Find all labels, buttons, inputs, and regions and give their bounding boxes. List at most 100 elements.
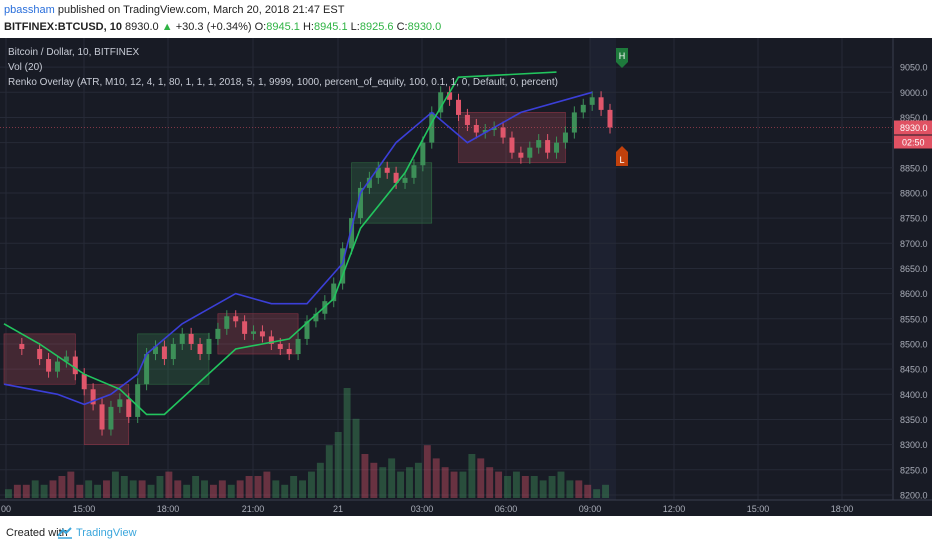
y-tick-label: 8400.0 xyxy=(900,390,928,400)
chart-pane[interactable]: 9050.09000.08950.08900.08850.08800.08750… xyxy=(0,38,932,516)
symbol-label: BITFINEX:BTCUSD, 10 xyxy=(4,21,122,33)
tradingview-brand[interactable]: TradingView xyxy=(76,527,137,539)
created-with-label: Created with xyxy=(6,527,68,539)
last-price-label: 8930.0 xyxy=(900,123,928,133)
volume-bar xyxy=(227,484,235,498)
volume-bar xyxy=(245,476,253,498)
tradingview-logo-icon xyxy=(57,527,72,539)
candle-body xyxy=(357,187,363,219)
y-tick-label: 8600.0 xyxy=(900,289,928,299)
candle-body xyxy=(224,316,230,329)
y-tick-label: 8550.0 xyxy=(900,314,928,324)
candle-body xyxy=(206,338,212,355)
low-marker-arrow xyxy=(616,146,628,152)
volume-bar xyxy=(31,480,39,498)
volume-bar xyxy=(138,480,146,498)
low-label: L: xyxy=(350,21,360,33)
candle-body xyxy=(607,109,613,128)
y-tick-label: 9000.0 xyxy=(900,88,928,98)
renko-blue-line xyxy=(3,91,593,406)
volume-bar xyxy=(379,467,387,498)
candle-body xyxy=(19,343,25,349)
volume-bar xyxy=(111,471,119,498)
close-label: C: xyxy=(396,21,408,33)
volume-bar xyxy=(183,484,191,498)
y-tick-label: 8450.0 xyxy=(900,365,928,375)
price-axis xyxy=(893,38,932,516)
candle-body xyxy=(259,331,265,337)
high-value: 8945.1 xyxy=(313,21,348,33)
candle-body xyxy=(464,114,470,125)
candle-body xyxy=(108,406,114,430)
series-legend[interactable]: Bitcoin / Dollar, 10, BITFINEX xyxy=(8,47,140,58)
candle-body xyxy=(536,140,542,148)
volume-bar xyxy=(272,480,280,498)
price-chart[interactable]: 9050.09000.08950.08900.08850.08800.08750… xyxy=(0,38,932,516)
candle-body xyxy=(304,321,310,339)
candle-body xyxy=(384,167,390,173)
candle-body xyxy=(90,389,96,405)
candle-body xyxy=(99,404,105,430)
candle-body xyxy=(438,92,444,113)
y-tick-label: 8650.0 xyxy=(900,264,928,274)
high-marker xyxy=(616,48,628,62)
volume-legend[interactable]: Vol (20) xyxy=(8,62,43,73)
quote-line: BITFINEX:BTCUSD, 10 8930.0 ▲ +30.3 (+0.3… xyxy=(4,21,441,33)
header: pbassham published on TradingView.com, M… xyxy=(0,0,932,38)
volume-bar xyxy=(218,480,226,498)
x-tick-label: 18:00 xyxy=(157,504,180,514)
candle-body xyxy=(580,104,586,113)
y-tick-label: 8850.0 xyxy=(900,163,928,173)
volume-bar xyxy=(325,445,333,498)
y-tick-label: 9050.0 xyxy=(900,63,928,73)
volume-bar xyxy=(343,388,351,498)
volume-bar xyxy=(76,484,84,498)
candle-body xyxy=(117,399,123,407)
x-tick-label: 18:00 xyxy=(831,504,854,514)
y-tick-label: 8700.0 xyxy=(900,239,928,249)
x-tick-label: 15:00 xyxy=(747,504,770,514)
candle-body xyxy=(411,165,417,178)
volume-bar xyxy=(192,476,200,498)
volume-bar xyxy=(388,458,396,498)
candle-body xyxy=(562,132,568,143)
last-price: 8930.0 xyxy=(125,21,159,33)
candle-body xyxy=(179,333,185,344)
volume-bar xyxy=(22,484,30,498)
volume-bar xyxy=(236,480,244,498)
candle-body xyxy=(126,399,132,417)
author-link[interactable]: pbassham xyxy=(4,4,55,16)
candle-body xyxy=(46,359,52,372)
volume-bar xyxy=(432,458,440,498)
volume-bar xyxy=(495,471,503,498)
volume-bar xyxy=(468,454,476,498)
volume-bar xyxy=(147,484,155,498)
candle-body xyxy=(135,384,141,417)
candle-body xyxy=(482,130,488,133)
low-value: 8925.6 xyxy=(359,21,394,33)
renko-legend[interactable]: Renko Overlay (ATR, M10, 12, 4, 1, 80, 1… xyxy=(8,77,558,88)
volume-bar xyxy=(290,476,298,498)
candle-body xyxy=(313,313,319,322)
volume-bar xyxy=(308,471,315,498)
volume-bar xyxy=(129,480,137,498)
last-price-tag xyxy=(894,120,932,135)
candle-body xyxy=(268,336,274,344)
renko-green-line xyxy=(3,71,557,416)
candle-body xyxy=(197,343,203,355)
volume-bar xyxy=(539,480,547,498)
y-tick-label: 8950.0 xyxy=(900,113,928,123)
volume-bar xyxy=(566,480,574,498)
candle-body xyxy=(598,97,604,110)
candle-body xyxy=(331,283,337,302)
x-tick-label: 09:00 xyxy=(579,504,602,514)
low-marker xyxy=(616,152,628,166)
volume-bar xyxy=(5,489,12,498)
volume-bar xyxy=(334,432,342,498)
volume-bar xyxy=(593,489,601,498)
y-tick-label: 8500.0 xyxy=(900,339,928,349)
volume-bar xyxy=(254,476,262,498)
volume-bar xyxy=(423,445,431,498)
candle-body xyxy=(286,348,292,355)
candle-body xyxy=(571,112,577,133)
